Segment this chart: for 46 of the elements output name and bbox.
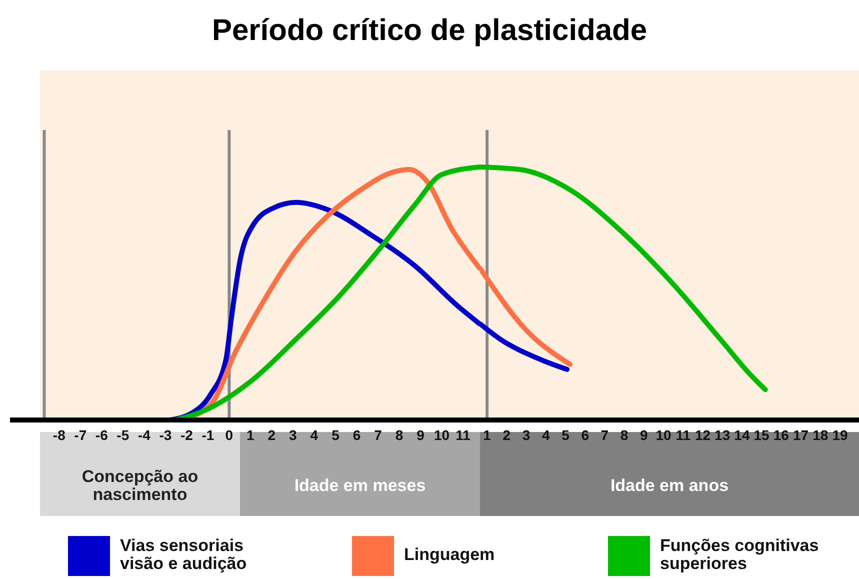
x-tick-label: 10 [434, 426, 450, 443]
text: Concepção ao nascimento [82, 467, 198, 504]
x-tick-label: 6 [352, 426, 361, 443]
x-axis-title: Idade em anos [610, 476, 729, 496]
x-tick-label: 7 [600, 426, 609, 443]
legend-label: Vias sensoriais visão e audição [120, 536, 247, 574]
legend-label: Funções cognitivas superiores [660, 536, 819, 574]
x-tick-label: 5 [562, 426, 570, 443]
x-tick-label: 18 [812, 426, 828, 443]
x-tick-label: 4 [310, 426, 318, 443]
x-tick-label: -2 [180, 426, 194, 443]
x-tick-label: 7 [374, 426, 382, 443]
x-tick-label: 1 [246, 426, 255, 443]
x-tick-label: 10 [656, 426, 672, 443]
x-tick-label: 6 [581, 426, 590, 443]
x-tick-label: -4 [138, 426, 151, 443]
x-tick-label: 14 [734, 426, 750, 443]
legend-label: Linguagem [404, 545, 495, 564]
x-tick-label: 15 [754, 426, 770, 443]
x-tick-label: 2 [268, 426, 276, 443]
x-tick-label: 1 [483, 426, 492, 443]
x-tick-label: 3 [289, 426, 298, 443]
x-tick-label: 0 [225, 426, 234, 443]
x-tick-label: 13 [714, 426, 730, 443]
x-tick-label: -7 [74, 426, 87, 443]
x-tick-label: 12 [694, 426, 711, 443]
x-tick-label: -5 [116, 426, 130, 443]
x-tick-label: 11 [456, 426, 471, 443]
x-tick-label: 9 [416, 426, 425, 443]
x-tick-label: 5 [332, 426, 340, 443]
x-tick-label: 16 [773, 426, 790, 443]
x-tick-label: 9 [640, 426, 648, 443]
x-tick-label: 19 [832, 426, 848, 443]
x-tick-label: -1 [202, 426, 214, 443]
x-tick-label: -8 [52, 426, 66, 443]
x-tick-label: 17 [792, 426, 809, 443]
chart-title: Período crítico de plasticidade [212, 14, 648, 47]
x-tick-label: 8 [620, 426, 628, 443]
x-tick-label: 11 [676, 426, 691, 443]
x-tick-label: 4 [542, 426, 550, 443]
x-tick-label: 8 [395, 426, 404, 443]
x-tick-label: 2 [502, 426, 511, 443]
x-tick-label: -3 [159, 426, 172, 443]
x-tick-label: 3 [522, 426, 530, 443]
x-axis-title: Idade em meses [294, 476, 426, 496]
x-tick-label: -6 [95, 426, 108, 443]
